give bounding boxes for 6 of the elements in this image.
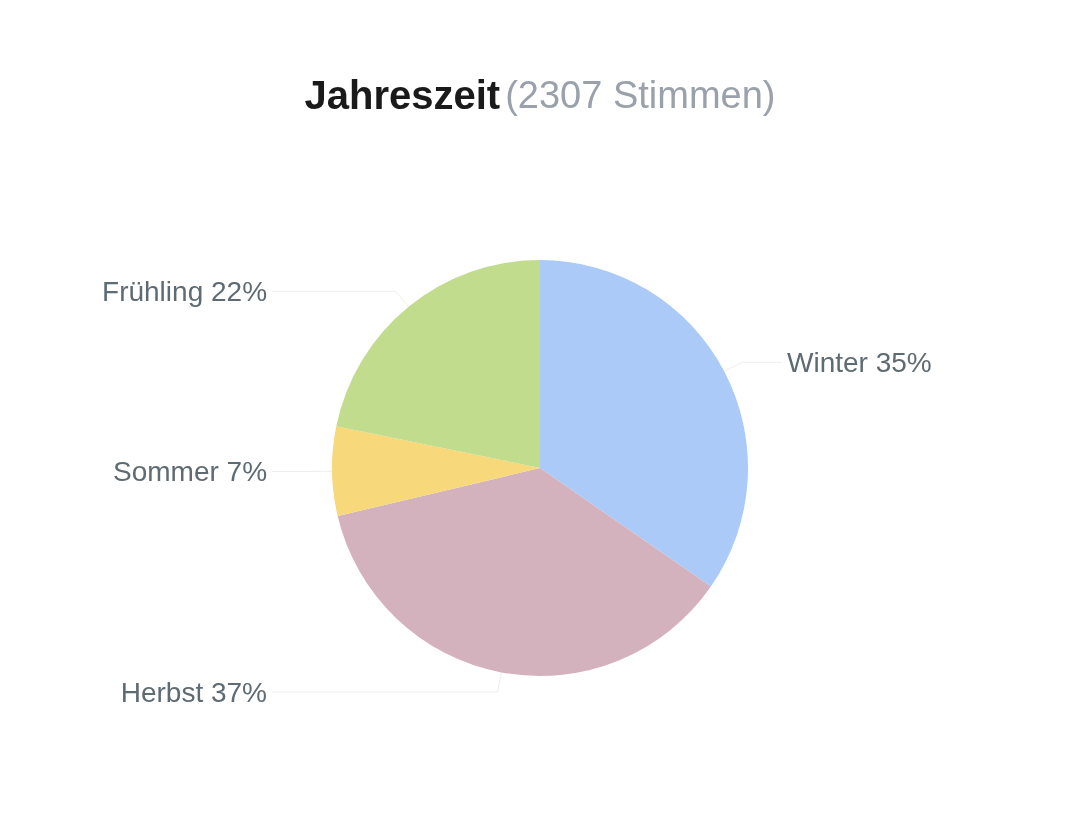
slice-label: Winter 35% [787, 346, 932, 378]
slice-label: Herbst 37% [120, 676, 268, 708]
chart-title: Jahreszeit [304, 73, 501, 117]
slice-label: Sommer 7% [112, 456, 268, 488]
chart-subtitle: (2307 Stimmen) [505, 74, 776, 116]
slice-label: Frühling 22% [102, 275, 268, 307]
